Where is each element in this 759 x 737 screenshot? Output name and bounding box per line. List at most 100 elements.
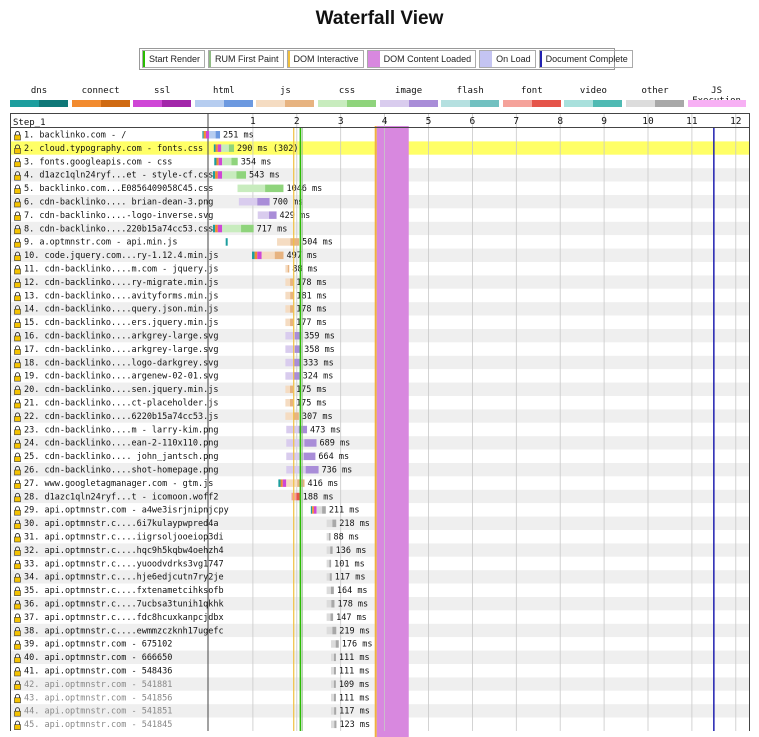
request-label: 8. cdn-backlinko....220b15a74cc53.css — [24, 224, 213, 234]
legend-label: On Load — [496, 54, 531, 64]
request-duration: 473 ms — [310, 425, 341, 435]
lock-icon — [14, 466, 21, 476]
request-label: 38. api.optmnstr.c....ewmmzczknh17ugefc — [24, 626, 224, 636]
lock-body — [14, 684, 21, 690]
lock-icon — [14, 600, 21, 610]
lock-icon — [14, 707, 21, 717]
lock-shackle — [15, 238, 20, 243]
request-label: 13. cdn-backlinko....avityforms.min.js — [24, 291, 218, 301]
lock-shackle — [15, 131, 20, 135]
resource-type-legend: dns connect ssl html js css image flash font vide… — [10, 86, 750, 110]
request-download-bar — [335, 640, 339, 648]
request-duration: 117 ms — [335, 573, 366, 583]
lock-shackle — [15, 211, 20, 216]
request-duration: 175 ms — [296, 399, 327, 409]
lock-icon — [14, 372, 21, 382]
request-duration: 290 ms (302) — [237, 144, 298, 154]
request-wait-bar — [222, 224, 242, 233]
legend-item-0: Start Render — [142, 50, 206, 68]
lock-shackle — [15, 291, 20, 296]
lock-body — [14, 161, 21, 168]
request-wait-bar — [331, 667, 334, 675]
lock-shackle — [15, 693, 20, 698]
request-wait-bar — [209, 131, 216, 139]
lock-shackle — [15, 144, 20, 149]
lock-icon — [14, 479, 21, 489]
lock-icon — [14, 573, 21, 583]
request-row: 4. d1azc1qln24ryf...et - style-cf.css 543… — [14, 171, 280, 181]
request-label: 24. cdn-backlinko....ean-2-110x110.png — [24, 439, 218, 449]
request-label: 4. d1azc1qln24ryf...et - style-cf.css — [24, 171, 213, 181]
request-duration: 358 ms — [304, 345, 335, 355]
lock-shackle — [15, 452, 20, 457]
request-wait-bar — [222, 157, 232, 166]
request-wait-bar — [326, 626, 333, 635]
lock-body — [14, 617, 21, 623]
lock-icon — [14, 439, 21, 449]
request-row: 11. cdn-backlinko....m.com - jquery.js 88… — [14, 265, 318, 275]
lock-body — [14, 523, 21, 529]
lock-body — [14, 389, 21, 395]
request-wait-bar — [285, 372, 294, 380]
connection-segment — [257, 251, 262, 260]
request-label: 43. api.optmnstr.com - 541856 — [24, 693, 172, 703]
lock-shackle — [15, 385, 20, 390]
request-download-bar — [303, 452, 316, 461]
request-duration: 359 ms — [304, 332, 335, 342]
lock-icon — [14, 238, 21, 248]
request-label: 22. cdn-backlinko....6220b15a74cc53.js — [24, 412, 218, 422]
lock-shackle — [15, 533, 20, 537]
request-row: 25. cdn-backlinko.... john_jantsch.png 66… — [14, 452, 349, 462]
request-wait-bar — [326, 546, 331, 554]
request-duration: 307 ms — [302, 412, 333, 422]
lock-shackle — [15, 412, 20, 417]
lock-body — [14, 550, 21, 556]
request-wait-bar — [237, 184, 266, 193]
lock-body — [14, 456, 21, 462]
lock-icon — [14, 278, 21, 288]
request-download-bar — [322, 506, 326, 514]
page-title: Waterfall View — [315, 8, 444, 29]
connection-segment — [252, 251, 255, 260]
lock-shackle — [15, 720, 20, 725]
lock-shackle — [15, 573, 20, 578]
lock-body — [14, 349, 21, 355]
request-row: 33. api.optmnstr.c....yuoodvdrks3vg1747 1… — [14, 559, 365, 569]
request-duration: 178 ms — [296, 305, 327, 315]
request-download-bar — [294, 345, 302, 353]
legend-swatch — [209, 51, 212, 67]
lock-icon — [14, 211, 21, 221]
request-duration: 117 ms — [339, 707, 370, 717]
request-duration: 147 ms — [336, 613, 367, 623]
lock-icon — [14, 720, 21, 730]
request-duration: 504 ms — [302, 238, 333, 248]
connection-segment — [225, 238, 228, 246]
request-label: 18. cdn-backlinko....logo-darkgrey.svg — [24, 358, 218, 368]
lock-shackle — [15, 506, 20, 511]
lock-icon — [14, 586, 21, 596]
request-row: 8. cdn-backlinko....220b15a74cc53.css 717… — [14, 224, 287, 234]
request-label: 12. cdn-backlinko....ry-migrate.min.js — [24, 278, 218, 288]
request-wait-bar — [331, 640, 336, 648]
request-download-bar — [257, 198, 270, 206]
request-download-bar — [329, 573, 332, 581]
request-wait-bar — [285, 399, 290, 407]
lock-icon — [14, 144, 21, 154]
request-row: 15. cdn-backlinko....ers.jquery.min.js 17… — [14, 318, 327, 328]
type-legend-label: css — [338, 86, 356, 96]
request-label: 21. cdn-backlinko....ct-placeholder.js — [24, 399, 218, 409]
request-label: 2. cloud.typography.com - fonts.css — [24, 144, 203, 154]
request-download-bar — [332, 626, 337, 635]
lock-icon — [14, 385, 21, 395]
request-download-bar — [333, 680, 336, 688]
request-label: 26. cdn-backlinko....shot-homepage.png — [24, 466, 218, 476]
request-row: 45. api.optmnstr.com - 541845 123 ms — [14, 720, 370, 730]
lock-icon — [14, 305, 21, 315]
lock-icon — [14, 291, 21, 302]
type-legend-bar — [441, 100, 500, 107]
request-duration: 211 ms — [329, 506, 360, 516]
request-wait-bar — [286, 466, 306, 474]
type-legend-bar — [71, 100, 130, 107]
lock-body — [14, 496, 21, 503]
connection-segment — [216, 157, 219, 166]
